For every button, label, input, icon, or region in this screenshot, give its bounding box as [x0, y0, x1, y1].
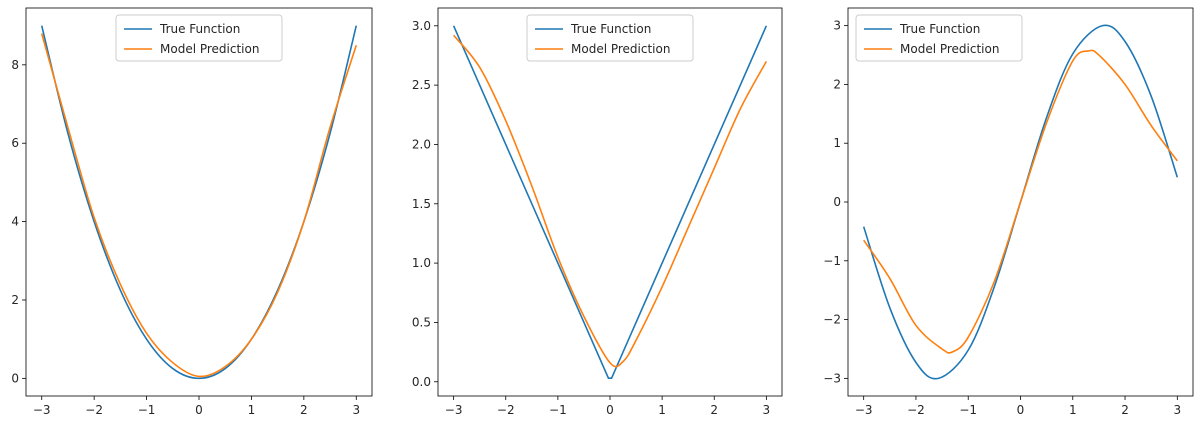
y-tick-label: 3: [833, 19, 841, 33]
subplot-3: −3 −2 −1 0 1 2 3 −3 −2 −1 0 1 2 3 True Function Model P…: [823, 7, 1194, 417]
y-tick-label: −1: [823, 254, 841, 268]
y-tick-label: 2.0: [412, 137, 431, 151]
x-tick-label: 3: [763, 403, 771, 417]
legend-box: [855, 14, 1023, 62]
x-tick-label: 0: [1017, 403, 1025, 417]
legend-box: [115, 14, 283, 62]
y-tick-label: 0: [833, 195, 841, 209]
legend-label-true-function: True Function: [570, 22, 651, 36]
series-line-model-prediction: [863, 49, 1178, 354]
y-tick-label: 0: [11, 371, 19, 385]
x-tick-label: 1: [658, 403, 666, 417]
x-tick-label: 2: [1121, 403, 1129, 417]
x-tick-label: −2: [497, 403, 515, 417]
x-tick-label: −1: [549, 403, 567, 417]
y-tick-label: 3.0: [412, 19, 431, 33]
series-line-model-prediction: [40, 33, 358, 378]
legend: True Function Model Prediction: [526, 14, 694, 62]
y-tick-label: 1: [833, 136, 841, 150]
x-tick-label: −2: [85, 403, 103, 417]
x-tick-label: −3: [33, 403, 51, 417]
x-tick-label: 0: [606, 403, 614, 417]
y-tick-label: 8: [11, 58, 19, 72]
series-line-true-function: [452, 25, 768, 380]
y-tick-label: 6: [11, 136, 19, 150]
y-tick-label: 0.5: [412, 315, 431, 329]
legend-label-model-prediction: Model Prediction: [160, 42, 259, 56]
x-tick-label: 0: [195, 403, 203, 417]
y-tick-label: 4: [11, 215, 19, 229]
x-tick-label: 1: [248, 403, 256, 417]
y-tick-label: 2.5: [412, 78, 431, 92]
y-tick-label: 2: [833, 77, 841, 91]
y-tick-label: 1.0: [412, 256, 431, 270]
x-tick-label: 3: [352, 403, 360, 417]
x-tick-label: 1: [1069, 403, 1077, 417]
y-tick-label: −2: [823, 313, 841, 327]
axes-frame: [437, 7, 783, 397]
x-tick-label: −1: [959, 403, 977, 417]
x-tick-label: −3: [445, 403, 463, 417]
series-line-model-prediction: [453, 34, 768, 368]
y-tick-label: −3: [823, 371, 841, 385]
subplot-1: −3 −2 −1 0 1 2 3 0 2 4 6 8 True Function Model Predic…: [11, 7, 373, 417]
legend-label-true-function: True Function: [159, 22, 240, 36]
legend-box: [526, 14, 694, 62]
legend-label-true-function: True Function: [899, 22, 980, 36]
x-tick-label: −1: [138, 403, 156, 417]
legend: True Function Model Prediction: [115, 14, 283, 62]
subplot-2: −3 −2 −1 0 1 2 3 0.0 0.5 1.0 1.5 2.0 2.5 3.0 True Func…: [412, 7, 783, 417]
x-tick-label: −2: [907, 403, 925, 417]
legend: True Function Model Prediction: [855, 14, 1023, 62]
y-tick-label: 0.0: [412, 375, 431, 389]
x-tick-label: 2: [300, 403, 308, 417]
axes-frame: [25, 7, 373, 397]
legend-label-model-prediction: Model Prediction: [571, 42, 670, 56]
legend-label-model-prediction: Model Prediction: [900, 42, 999, 56]
x-tick-label: −3: [855, 403, 873, 417]
x-tick-label: 3: [1173, 403, 1181, 417]
y-tick-label: 1.5: [412, 197, 431, 211]
y-tick-label: 2: [11, 293, 19, 307]
x-tick-label: 2: [710, 403, 718, 417]
